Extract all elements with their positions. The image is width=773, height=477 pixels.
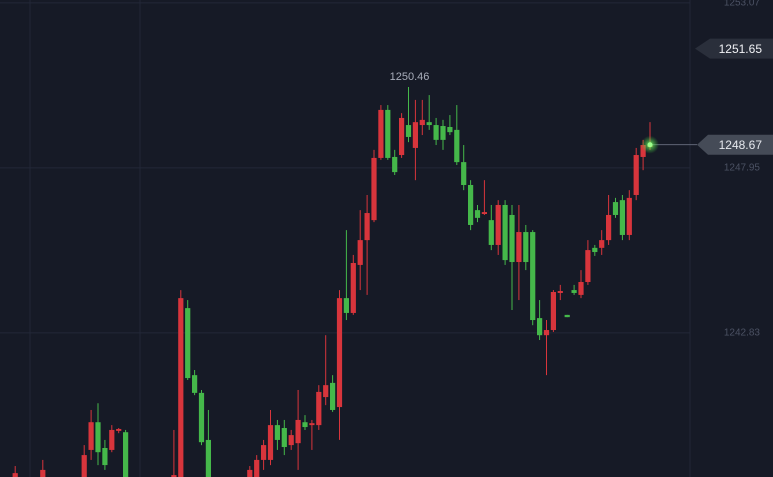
candle-body: [371, 157, 377, 221]
candle-body: [516, 232, 522, 263]
candle-body: [509, 214, 515, 263]
candle-body: [116, 428, 122, 431]
candle-body: [550, 292, 556, 331]
candle-body: [495, 204, 501, 245]
price-tag-label: 1251.65: [719, 42, 763, 56]
last-price-label: 1248.67: [719, 138, 763, 152]
high-annotation: 1250.46: [390, 71, 430, 83]
candle-body: [205, 439, 211, 477]
candle-body: [309, 423, 315, 426]
candle-body: [254, 459, 260, 477]
price-tag: [695, 38, 773, 59]
y-tick-label: 1247.95: [724, 163, 761, 174]
candle-body: [261, 445, 267, 460]
candle-body: [543, 330, 550, 336]
candle-body: [557, 291, 563, 293]
candle-body: [612, 202, 619, 215]
candle-body: [606, 214, 612, 241]
candle-body: [433, 125, 439, 140]
candle-body: [405, 125, 412, 137]
y-tick-label: 1242.83: [724, 328, 761, 339]
candle-body: [578, 282, 584, 295]
candle-body: [12, 473, 18, 477]
candle-body: [502, 204, 508, 261]
candle-body: [171, 475, 177, 477]
candle-body: [640, 145, 646, 157]
candle-body: [419, 119, 425, 126]
candle-body: [323, 385, 329, 398]
candle-body: [481, 212, 487, 215]
candle-body: [185, 308, 191, 379]
candle-body: [461, 162, 467, 185]
candle-body: [454, 129, 460, 163]
candle-body: [592, 247, 598, 253]
candle-body: [302, 422, 308, 428]
candle-body: [178, 298, 184, 477]
candle-body: [392, 156, 398, 173]
candle-body: [426, 122, 432, 126]
candle-body: [571, 290, 577, 293]
candle-body: [274, 425, 280, 440]
candle-body: [343, 298, 349, 313]
candle-body: [523, 232, 529, 263]
last-price-dot: [647, 142, 653, 148]
candle-body: [447, 126, 453, 133]
candle-body: [40, 469, 46, 477]
candle-body: [330, 382, 336, 410]
candle-body: [288, 435, 294, 446]
candle-body: [267, 425, 274, 460]
candle-body: [530, 232, 536, 321]
candle-body: [633, 155, 639, 195]
candle-body: [81, 455, 87, 477]
candle-body: [357, 240, 363, 265]
candle-body: [474, 210, 481, 218]
candle-body: [599, 240, 605, 248]
candle-body: [564, 314, 570, 318]
candle-body: [488, 220, 494, 245]
candle-body: [247, 469, 253, 477]
candle-body: [295, 419, 301, 444]
candle-body: [88, 422, 94, 450]
candle-body: [378, 109, 384, 158]
candle-body: [364, 213, 370, 241]
candle-body: [350, 262, 356, 313]
candle-body: [619, 200, 625, 235]
candle-body: [281, 428, 287, 448]
candle-body: [537, 318, 543, 336]
candle-body: [109, 429, 115, 450]
candle-body: [102, 447, 108, 466]
candle-body: [123, 432, 129, 477]
candle-body: [336, 298, 343, 408]
candle-body: [399, 117, 405, 156]
candle-body: [585, 250, 591, 283]
candle-body: [198, 392, 205, 443]
candle-body: [626, 197, 632, 235]
last-price-tag: [697, 134, 773, 155]
candle-body: [95, 422, 101, 453]
y-tick-label: 1253.07: [724, 0, 761, 9]
candle-body: [412, 122, 418, 148]
candle-body: [468, 184, 474, 225]
candle-body: [192, 375, 198, 393]
candle-body: [385, 109, 391, 158]
candle-body: [440, 126, 446, 140]
candle-body: [316, 391, 322, 426]
